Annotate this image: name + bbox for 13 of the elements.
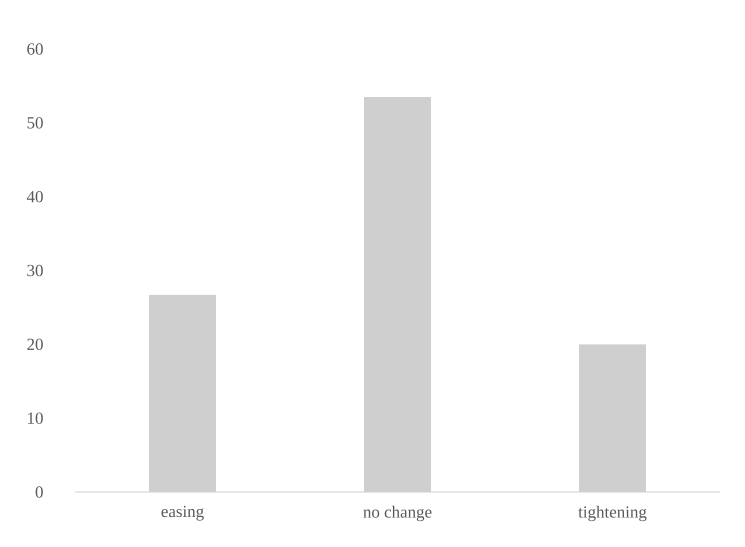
y-tick-label: 30 — [27, 264, 43, 276]
x-tick-label: easing — [162, 506, 204, 521]
bar — [364, 96, 432, 492]
y-tick-label: 10 — [28, 412, 43, 424]
y-tick-label: 60 — [27, 43, 43, 55]
bar — [149, 294, 216, 492]
x-tick-label: no change — [363, 506, 432, 522]
y-tick-label: 50 — [28, 117, 43, 129]
x-tick-label: tightening — [578, 506, 647, 522]
bar — [579, 344, 646, 492]
y-tick-label: 40 — [26, 190, 43, 202]
y-tick-label: 0 — [36, 486, 43, 498]
y-tick-label: 20 — [27, 338, 43, 350]
